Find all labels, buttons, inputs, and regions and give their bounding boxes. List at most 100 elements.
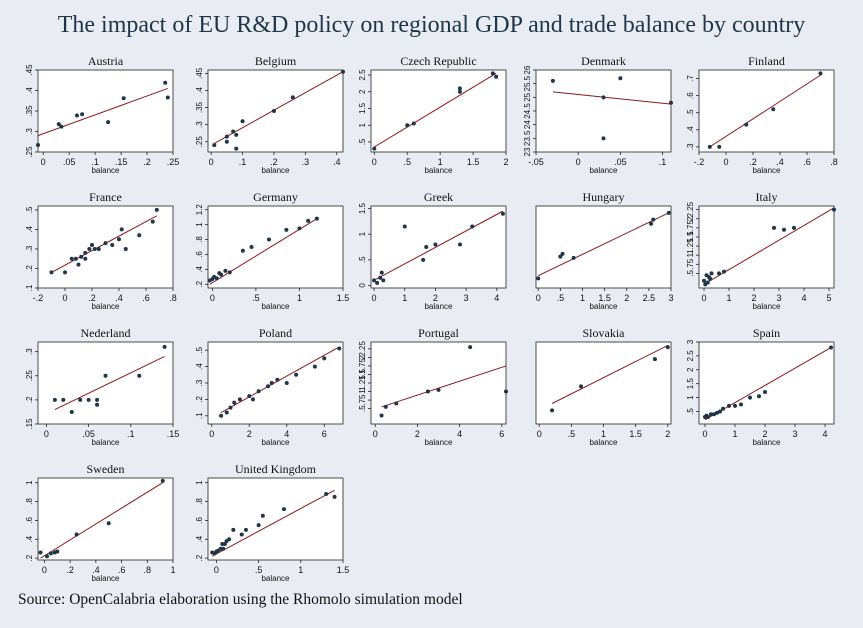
data-point bbox=[372, 278, 377, 283]
data-point bbox=[651, 217, 656, 222]
data-point bbox=[154, 207, 159, 212]
data-point bbox=[457, 242, 462, 247]
y-tick-label: 2 bbox=[686, 367, 695, 372]
data-point bbox=[269, 381, 274, 385]
data-point bbox=[772, 225, 776, 230]
data-point bbox=[95, 402, 100, 407]
x-tick-label: 0 bbox=[41, 157, 46, 167]
y-tick-label: 25.5 bbox=[523, 75, 532, 91]
x-axis-label: balance bbox=[752, 302, 781, 311]
x-tick-label: 1 bbox=[726, 293, 731, 303]
fit-line bbox=[373, 210, 504, 281]
x-tick-label: .2 bbox=[88, 293, 96, 303]
y-tick-label: 1 bbox=[358, 122, 367, 127]
data-point bbox=[665, 345, 670, 350]
data-point bbox=[227, 270, 232, 275]
x-tick-label: 1 bbox=[601, 429, 606, 439]
x-axis-label: balance bbox=[91, 574, 120, 583]
data-point bbox=[249, 245, 254, 249]
plot-area bbox=[535, 205, 672, 289]
data-point bbox=[709, 271, 714, 276]
y-tick-label: 2 bbox=[358, 89, 367, 94]
data-point bbox=[69, 256, 74, 261]
data-point bbox=[378, 275, 383, 280]
data-point bbox=[239, 532, 244, 537]
x-tick-label: .1 bbox=[239, 157, 247, 167]
data-point bbox=[45, 554, 49, 559]
data-point bbox=[165, 95, 170, 100]
data-point bbox=[69, 409, 74, 414]
x-tick-label: .4 bbox=[776, 157, 784, 167]
fit-line bbox=[537, 212, 670, 277]
data-point bbox=[76, 262, 81, 267]
x-tick-label: 1 bbox=[438, 157, 443, 167]
data-point bbox=[74, 113, 79, 118]
data-point bbox=[48, 551, 53, 556]
x-tick-label: 0 bbox=[576, 157, 581, 167]
y-tick-label: .4 bbox=[195, 87, 204, 94]
x-tick-label: 0 bbox=[62, 293, 67, 303]
x-tick-label: 0 bbox=[723, 157, 728, 167]
y-tick-label: 23.5 bbox=[523, 130, 532, 146]
fit-line bbox=[381, 365, 507, 408]
panel-title: France bbox=[89, 190, 122, 204]
x-tick-label: 0 bbox=[701, 293, 706, 303]
x-tick-label: .6 bbox=[118, 565, 126, 575]
x-tick-label: 2 bbox=[665, 429, 670, 439]
x-tick-label: .2 bbox=[66, 565, 74, 575]
data-point bbox=[240, 248, 245, 253]
y-tick-label: .25 bbox=[25, 370, 34, 382]
y-tick-label: 0 bbox=[358, 283, 367, 288]
x-tick-label: 0 bbox=[702, 429, 707, 439]
data-point bbox=[733, 403, 737, 408]
data-point bbox=[705, 280, 710, 285]
data-point bbox=[669, 100, 673, 105]
y-tick-label: 1.25 bbox=[686, 238, 695, 254]
x-tick-label: 0 bbox=[373, 429, 378, 439]
data-point bbox=[121, 96, 126, 101]
x-tick-label: .1 bbox=[659, 157, 667, 167]
y-tick-label: 24.5 bbox=[523, 103, 532, 119]
x-tick-label: 3 bbox=[792, 429, 797, 439]
fit-line bbox=[211, 489, 335, 557]
panel-nederland: Nederland 0 .05 .1 .15 .15 .2 .25 .3 balance bbox=[25, 326, 179, 447]
y-tick-label: .2 bbox=[25, 265, 34, 272]
data-point bbox=[792, 225, 796, 230]
data-point bbox=[281, 507, 286, 512]
y-tick-label: 25 bbox=[523, 92, 532, 101]
x-axis-label: balance bbox=[91, 302, 120, 311]
fit-line bbox=[214, 71, 344, 144]
y-tick-label: 1.5 bbox=[686, 231, 695, 243]
x-axis-label: balance bbox=[261, 166, 290, 175]
panel-poland: Poland 0 2 4 6 .1 .2 .3 .4 .5 balance bbox=[195, 326, 344, 447]
x-axis-label: balance bbox=[424, 166, 453, 175]
data-point bbox=[63, 270, 67, 275]
x-tick-label: 3 bbox=[776, 293, 781, 303]
x-tick-label: 1.5 bbox=[337, 565, 350, 575]
data-point bbox=[38, 550, 43, 555]
x-tick-label: 4 bbox=[457, 429, 462, 439]
data-point bbox=[337, 346, 342, 351]
data-point bbox=[536, 276, 541, 281]
data-point bbox=[312, 364, 317, 369]
panel-title: Slovakia bbox=[583, 326, 626, 340]
y-tick-label: .1 bbox=[195, 412, 204, 419]
y-tick-label: .5 bbox=[358, 138, 367, 145]
data-point bbox=[712, 412, 716, 417]
y-tick-label: .2 bbox=[195, 396, 204, 403]
y-tick-label: 2.5 bbox=[358, 69, 367, 81]
data-point bbox=[322, 356, 327, 361]
data-point bbox=[718, 409, 722, 414]
x-tick-label: 0 bbox=[42, 565, 47, 575]
data-point bbox=[744, 122, 749, 127]
data-point bbox=[771, 107, 776, 112]
data-point bbox=[224, 134, 229, 139]
data-point bbox=[550, 408, 555, 413]
y-tick-label: 1.5 bbox=[358, 102, 367, 114]
y-tick-label: .3 bbox=[195, 379, 204, 386]
panel-spain: Spain 0 1 2 3 4 .5 1 1.5 2 2.5 3 balance bbox=[686, 326, 835, 447]
panel-title: Denmark bbox=[581, 54, 626, 68]
fit-line bbox=[37, 87, 168, 137]
panel-title: Czech Republic bbox=[400, 54, 476, 68]
data-point bbox=[106, 120, 111, 125]
